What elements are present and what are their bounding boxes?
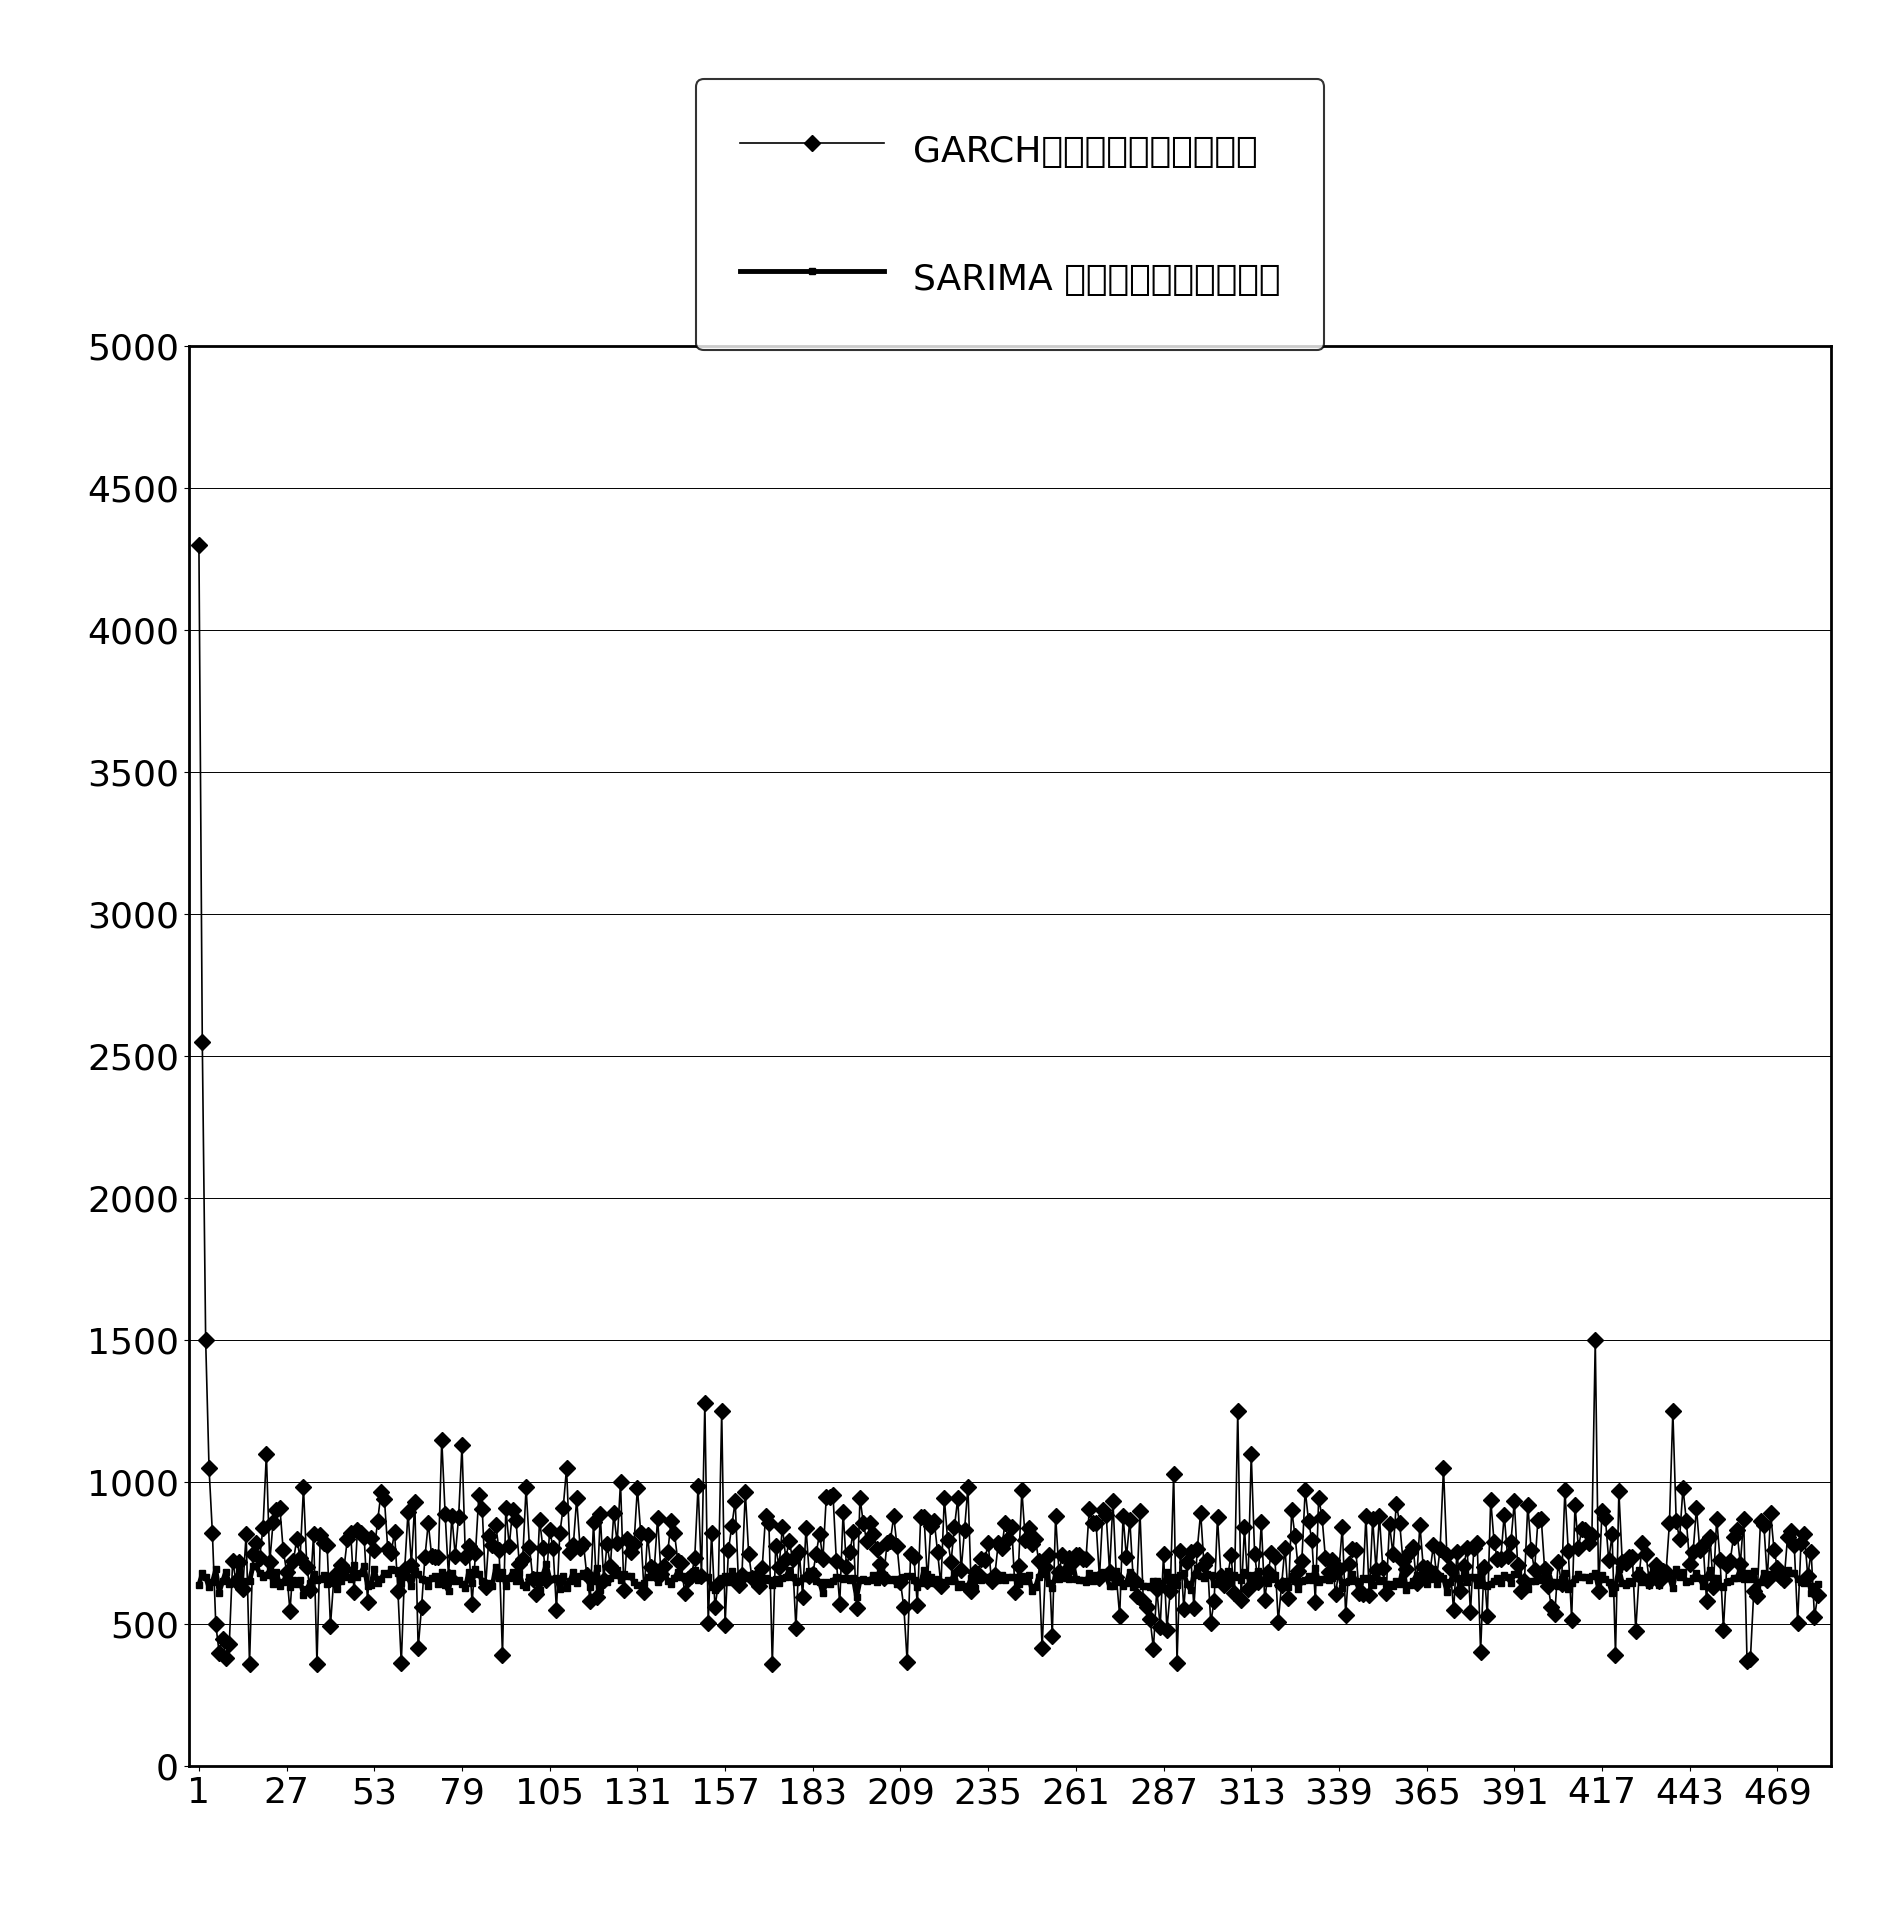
SARIMA 模型预测置信区间宽度 bbox=[1061, 1551, 1084, 1574]
SARIMA 模型预测置信区间宽度 bbox=[846, 1586, 868, 1609]
SARIMA 模型预测置信区间宽度 bbox=[187, 1574, 210, 1597]
Line: GARCH模型预测置信区间宽度: GARCH模型预测置信区间宽度 bbox=[193, 540, 1824, 1670]
SARIMA 模型预测置信区间宽度 bbox=[1739, 1567, 1762, 1590]
SARIMA 模型预测置信区间宽度 bbox=[1335, 1571, 1357, 1594]
GARCH模型预测置信区间宽度 bbox=[761, 1653, 784, 1676]
GARCH模型预测置信区间宽度 bbox=[1735, 1649, 1758, 1672]
GARCH模型预测置信区间宽度 bbox=[1807, 1584, 1829, 1607]
GARCH模型预测置信区间宽度 bbox=[927, 1540, 950, 1563]
SARIMA 模型预测置信区间宽度 bbox=[1369, 1569, 1391, 1592]
SARIMA 模型预测置信区间宽度 bbox=[927, 1567, 950, 1590]
SARIMA 模型预测置信区间宽度 bbox=[1807, 1572, 1829, 1596]
GARCH模型预测置信区间宽度 bbox=[1365, 1559, 1388, 1582]
SARIMA 模型预测置信区间宽度 bbox=[1010, 1565, 1033, 1588]
SARIMA 模型预测置信区间宽度 bbox=[1388, 1572, 1410, 1596]
GARCH模型预测置信区间宽度 bbox=[1386, 1492, 1408, 1515]
GARCH模型预测置信区间宽度 bbox=[1331, 1515, 1354, 1538]
GARCH模型预测置信区间宽度 bbox=[187, 534, 210, 557]
Legend: GARCH模型预测置信区间宽度, SARIMA 模型预测置信区间宽度: GARCH模型预测置信区间宽度, SARIMA 模型预测置信区间宽度 bbox=[697, 79, 1323, 349]
Line: SARIMA 模型预测置信区间宽度: SARIMA 模型预测置信区间宽度 bbox=[196, 1559, 1820, 1599]
GARCH模型预测置信区间宽度 bbox=[1010, 1478, 1033, 1501]
